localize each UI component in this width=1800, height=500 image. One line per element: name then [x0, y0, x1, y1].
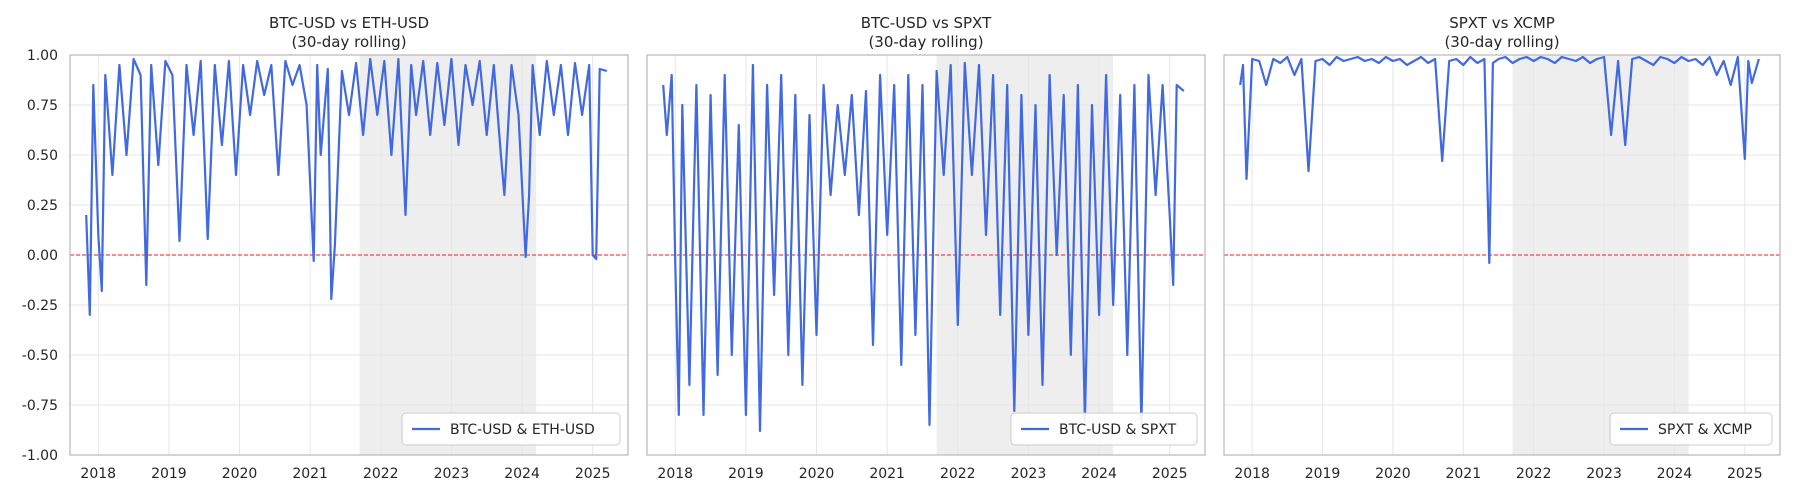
plot-frame — [1223, 54, 1781, 456]
chart-panel-1: BTC-USD vs ETH-USD(30-day rolling) 2018 20… — [22, 14, 629, 482]
chart-title: BTC-USD vs ETH-USD — [269, 14, 429, 32]
x-tick-label: 2018 — [657, 466, 693, 482]
y-tick-label: -0.75 — [22, 398, 58, 414]
legend: BTC-USD & ETH-USD — [401, 412, 621, 446]
x-tick-label: 2022 — [1516, 466, 1552, 482]
y-tick-label: 0.25 — [27, 198, 58, 214]
y-tick-label: -0.25 — [22, 298, 58, 314]
x-tick-label: 2025 — [1152, 466, 1188, 482]
x-tick-label: 2025 — [575, 466, 611, 482]
legend-label: BTC-USD & ETH-USD — [450, 422, 595, 438]
x-tick-label: 2021 — [292, 466, 328, 482]
x-tick-label: 2023 — [434, 466, 470, 482]
x-tick-label: 2021 — [1445, 466, 1481, 482]
chart-subtitle: (30-day rolling) — [1444, 33, 1559, 51]
chart-panel-3: SPXT vs XCMP(30-day rolling) 2018 2019 2020… — [1223, 14, 1781, 482]
y-tick-label: 0.75 — [27, 98, 58, 114]
x-tick-label: 2019 — [1305, 466, 1341, 482]
plot-frame — [69, 54, 629, 456]
x-tick-label: 2022 — [363, 466, 399, 482]
legend-box — [1609, 412, 1773, 446]
legend-box — [1010, 412, 1198, 446]
chart-title: BTC-USD vs SPXT — [861, 14, 992, 32]
x-tick-label: 2024 — [504, 466, 540, 482]
correlation-line — [1239, 55, 1760, 265]
legend-label: SPXT & XCMP — [1658, 422, 1752, 438]
y-tick-label: 0.50 — [27, 148, 58, 164]
x-tick-label: 2023 — [1586, 466, 1622, 482]
x-tick-label: 2020 — [222, 466, 258, 482]
x-tick-label: 2024 — [1081, 466, 1117, 482]
y-tick-label: 0.00 — [27, 248, 58, 264]
legend: BTC-USD & SPXT — [1010, 412, 1198, 446]
x-tick-label: 2018 — [1234, 466, 1270, 482]
x-tick-label: 2025 — [1727, 466, 1763, 482]
x-tick-label: 2022 — [940, 466, 976, 482]
y-tick-label: -0.50 — [22, 348, 58, 364]
x-tick-label: 2021 — [869, 466, 905, 482]
x-tick-label: 2020 — [1375, 466, 1411, 482]
correlation-line — [85, 57, 608, 317]
x-tick-label: 2024 — [1657, 466, 1693, 482]
y-tick-label: 1.00 — [27, 48, 58, 64]
y-tick-label: -1.00 — [22, 448, 58, 464]
x-tick-label: 2019 — [151, 466, 187, 482]
x-tick-label: 2023 — [1011, 466, 1047, 482]
chart-panel-2: BTC-USD vs SPXT(30-day rolling) 2018 2019 2… — [646, 14, 1206, 482]
x-tick-label: 2020 — [799, 466, 835, 482]
chart-subtitle: (30-day rolling) — [868, 33, 983, 51]
legend-box — [401, 412, 621, 446]
x-tick-label: 2018 — [80, 466, 116, 482]
legend: SPXT & XCMP — [1609, 412, 1773, 446]
plot-frame — [646, 54, 1206, 456]
chart-subtitle: (30-day rolling) — [291, 33, 406, 51]
correlation-line — [662, 61, 1185, 433]
legend-label: BTC-USD & SPXT — [1059, 422, 1177, 438]
chart-title: SPXT vs XCMP — [1449, 14, 1555, 32]
x-tick-label: 2019 — [728, 466, 764, 482]
